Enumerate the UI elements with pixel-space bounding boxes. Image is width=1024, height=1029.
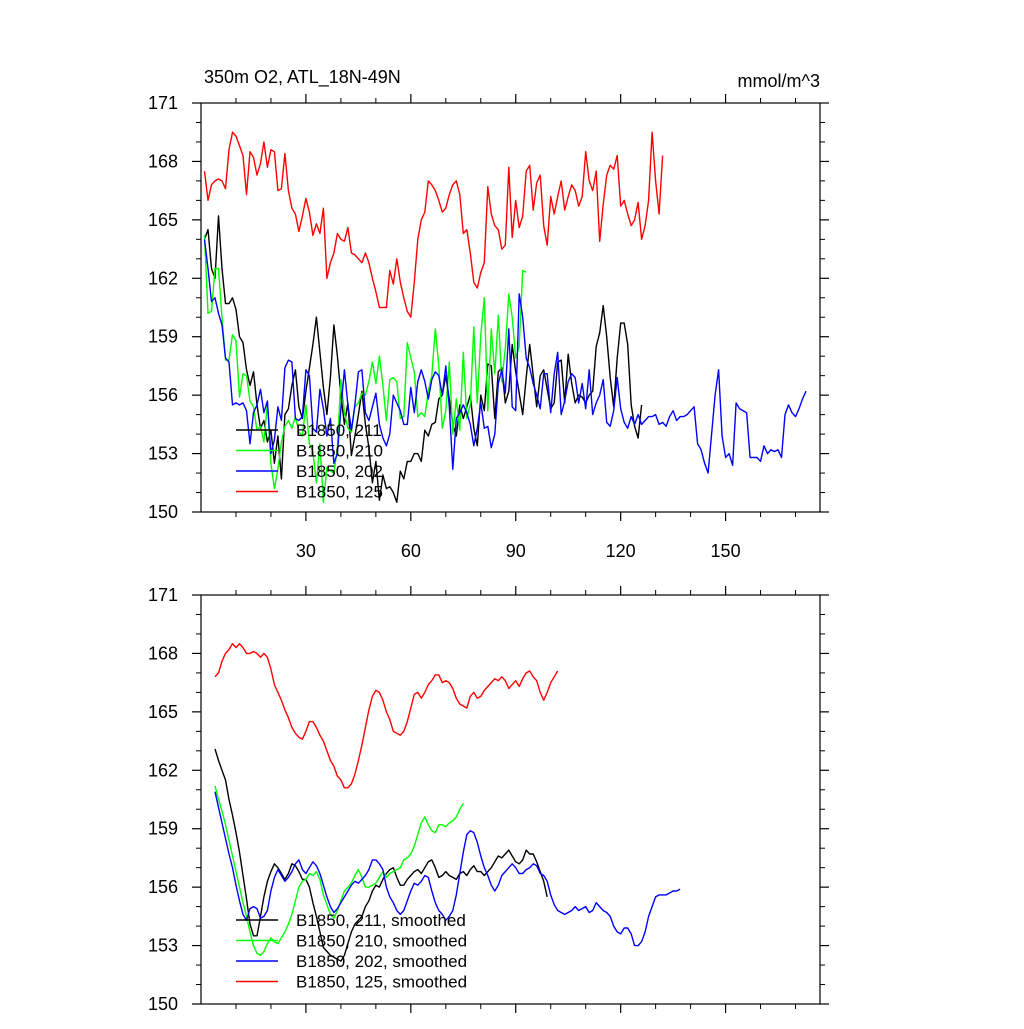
legend-label: B1850, 210, smoothed bbox=[296, 932, 467, 951]
series-line bbox=[214, 748, 548, 962]
legend-label: B1850, 211, smoothed bbox=[296, 911, 466, 930]
y-tick-label: 150 bbox=[148, 502, 178, 522]
series-line bbox=[203, 235, 527, 503]
tick-marks: 150 153 156 159 162 165 168 171 bbox=[148, 585, 829, 1014]
y-tick-label: 150 bbox=[148, 994, 178, 1014]
y-tick-label: 171 bbox=[148, 585, 178, 605]
y-tick-label: 156 bbox=[148, 385, 178, 405]
y-tick-label: 159 bbox=[148, 819, 178, 839]
y-tick-label: 162 bbox=[148, 760, 178, 780]
legend-label: B1850, 202 bbox=[296, 462, 383, 481]
x-tick-label: 60 bbox=[401, 541, 421, 561]
top-panel: 350m O2, ATL_18N-49N mmol/m^3 1501531561… bbox=[148, 67, 829, 561]
y-tick-label: 165 bbox=[148, 210, 178, 230]
y-tick-label: 153 bbox=[148, 444, 178, 464]
bottom-panel: 150 153 156 159 162 165 168 171 B1850, 211, smo… bbox=[148, 585, 829, 1014]
y-tick-label: 165 bbox=[148, 702, 178, 722]
y-tick-label: 159 bbox=[148, 327, 178, 347]
tick-marks: 150 153 156 159 162 165 168 171 30 60 90 120 150 bbox=[148, 93, 829, 561]
legend-label: B1850, 202, smoothed bbox=[296, 952, 467, 971]
y-tick-label: 168 bbox=[148, 643, 178, 663]
units-label: mmol/m^3 bbox=[738, 71, 820, 91]
chart-title: 350m O2, ATL_18N-49N bbox=[204, 67, 401, 88]
y-tick-label: 153 bbox=[148, 936, 178, 956]
y-tick-label: 171 bbox=[148, 93, 178, 113]
x-tick-label: 30 bbox=[296, 541, 316, 561]
plot-frame bbox=[200, 102, 821, 513]
series-line bbox=[214, 791, 681, 947]
x-tick-label: 120 bbox=[606, 541, 636, 561]
x-tick-label: 150 bbox=[711, 541, 741, 561]
y-tick-label: 168 bbox=[148, 151, 178, 171]
legend: B1850, 211, smoothed B1850, 210, smoothed… bbox=[236, 911, 467, 992]
series-line bbox=[203, 239, 807, 474]
legend-label: B1850, 211 bbox=[296, 421, 382, 440]
x-tick-label: 90 bbox=[506, 541, 526, 561]
series-line bbox=[214, 643, 559, 789]
series-group bbox=[214, 643, 681, 962]
y-tick-label: 156 bbox=[148, 877, 178, 897]
legend-label: B1850, 125, smoothed bbox=[296, 973, 467, 992]
series-line bbox=[203, 215, 643, 503]
series-group bbox=[203, 131, 807, 503]
series-line bbox=[203, 131, 664, 318]
plot-frame bbox=[200, 594, 821, 1005]
legend-label: B1850, 210 bbox=[296, 442, 383, 461]
y-tick-label: 162 bbox=[148, 268, 178, 288]
legend-label: B1850, 125 bbox=[296, 483, 383, 502]
